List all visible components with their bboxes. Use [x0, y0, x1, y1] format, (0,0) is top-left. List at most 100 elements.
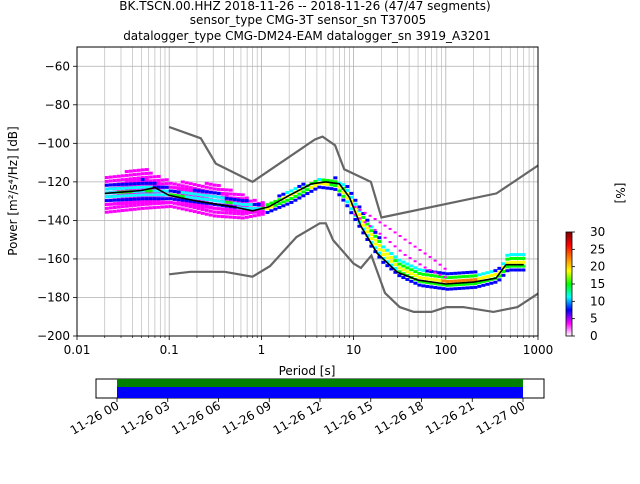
density-outlier: [353, 205, 357, 208]
density-cell: [196, 200, 201, 204]
density-cell: [140, 176, 145, 180]
density-cell: [513, 256, 518, 260]
y-axis-label: Power [m²/s⁴/Hz] [dB]: [6, 126, 20, 255]
density-cell: [108, 195, 113, 199]
density-cell: [144, 195, 149, 199]
density-cell: [128, 186, 133, 190]
density-cell: [405, 270, 410, 274]
density-cell: [477, 277, 482, 281]
colorbar-tick-label: 15: [590, 277, 605, 291]
density-cell: [517, 256, 522, 260]
density-cell: [128, 204, 133, 208]
title-line-2: sensor_type CMG-3T sensor_sn T37005: [190, 13, 426, 27]
density-cell: [469, 278, 474, 282]
density-cell: [188, 201, 193, 205]
density-cell: [108, 202, 113, 206]
density-cell: [509, 260, 514, 264]
density-cell: [236, 196, 241, 200]
density-cell: [236, 200, 241, 204]
density-cell: [196, 196, 201, 200]
density-cell: [517, 260, 522, 264]
density-cell: [236, 193, 241, 197]
density-cell: [176, 206, 181, 210]
density-cell: [112, 183, 117, 187]
density-cell: [252, 210, 257, 214]
density-cell: [168, 204, 173, 208]
density-cell: [144, 168, 149, 172]
density-cell: [521, 256, 526, 260]
density-cell: [381, 245, 386, 249]
density-outlier: [443, 276, 447, 279]
density-cell: [381, 249, 386, 253]
density-cell: [216, 187, 221, 191]
density-cell: [481, 279, 486, 283]
density-cell: [124, 204, 129, 208]
density-cell: [369, 229, 374, 233]
density-cell: [164, 189, 169, 193]
density-cell: [481, 276, 486, 280]
density-outlier: [418, 263, 422, 266]
density-cell: [184, 187, 189, 191]
density-cell: [124, 170, 129, 174]
title-line-3: datalogger_type CMG-DM24-EAM datalogger_…: [123, 29, 491, 43]
density-cell: [120, 205, 125, 209]
density-cell: [216, 207, 221, 211]
y-tick-label: −120: [37, 175, 70, 189]
density-cell: [144, 183, 149, 187]
density-cell: [469, 274, 474, 278]
density-cell: [337, 189, 342, 193]
density-cell: [273, 199, 278, 203]
density-cell: [184, 208, 189, 212]
density-cell: [333, 184, 338, 188]
density-cell: [192, 188, 197, 192]
density-cell: [136, 184, 141, 188]
density-cell: [365, 238, 370, 242]
density-outlier: [353, 213, 357, 216]
density-cell: [136, 188, 141, 192]
density-cell: [477, 273, 482, 277]
density-cell: [188, 189, 193, 193]
density-cell: [341, 194, 346, 198]
density-cell: [196, 210, 201, 214]
density-cell: [160, 193, 165, 197]
density-outlier: [393, 245, 397, 248]
density-cell: [224, 211, 229, 215]
density-cell: [204, 205, 209, 209]
timeline-tick-label: 11-26 03: [119, 398, 173, 437]
density-cell: [329, 179, 334, 183]
density-cell: [152, 189, 157, 193]
density-outlier: [368, 214, 372, 217]
x-tick-label: 0.01: [64, 343, 91, 357]
density-cell: [208, 198, 213, 202]
density-cell: [397, 266, 402, 270]
density-cell: [256, 202, 261, 206]
density-outlier: [428, 255, 432, 258]
density-cell: [144, 193, 149, 197]
density-cell: [457, 283, 462, 287]
density-cell: [240, 212, 245, 216]
density-cell: [148, 189, 153, 193]
x-axis-label: Period [s]: [279, 364, 336, 378]
density-cell: [485, 271, 490, 275]
density-cell: [156, 181, 161, 185]
density-cell: [281, 200, 286, 204]
density-cell: [176, 186, 181, 190]
density-cell: [116, 198, 121, 202]
density-cell: [232, 212, 237, 216]
density-cell: [136, 176, 141, 180]
density-cell: [192, 190, 197, 194]
colorbar-ticks: 0 5 10 15 20 25 30: [572, 225, 605, 343]
density-cell: [148, 175, 153, 179]
density-cell: [256, 210, 261, 214]
density-cell: [417, 283, 422, 287]
density-cell: [180, 187, 185, 191]
colorbar-tick-label: 5: [590, 312, 598, 326]
colorbar-tick-label: 25: [590, 242, 605, 256]
density-cell: [473, 270, 478, 274]
density-cell: [449, 275, 454, 279]
density-cell: [521, 264, 526, 268]
density-cell: [365, 218, 370, 222]
density-cell: [365, 226, 370, 230]
density-cell: [188, 188, 193, 192]
